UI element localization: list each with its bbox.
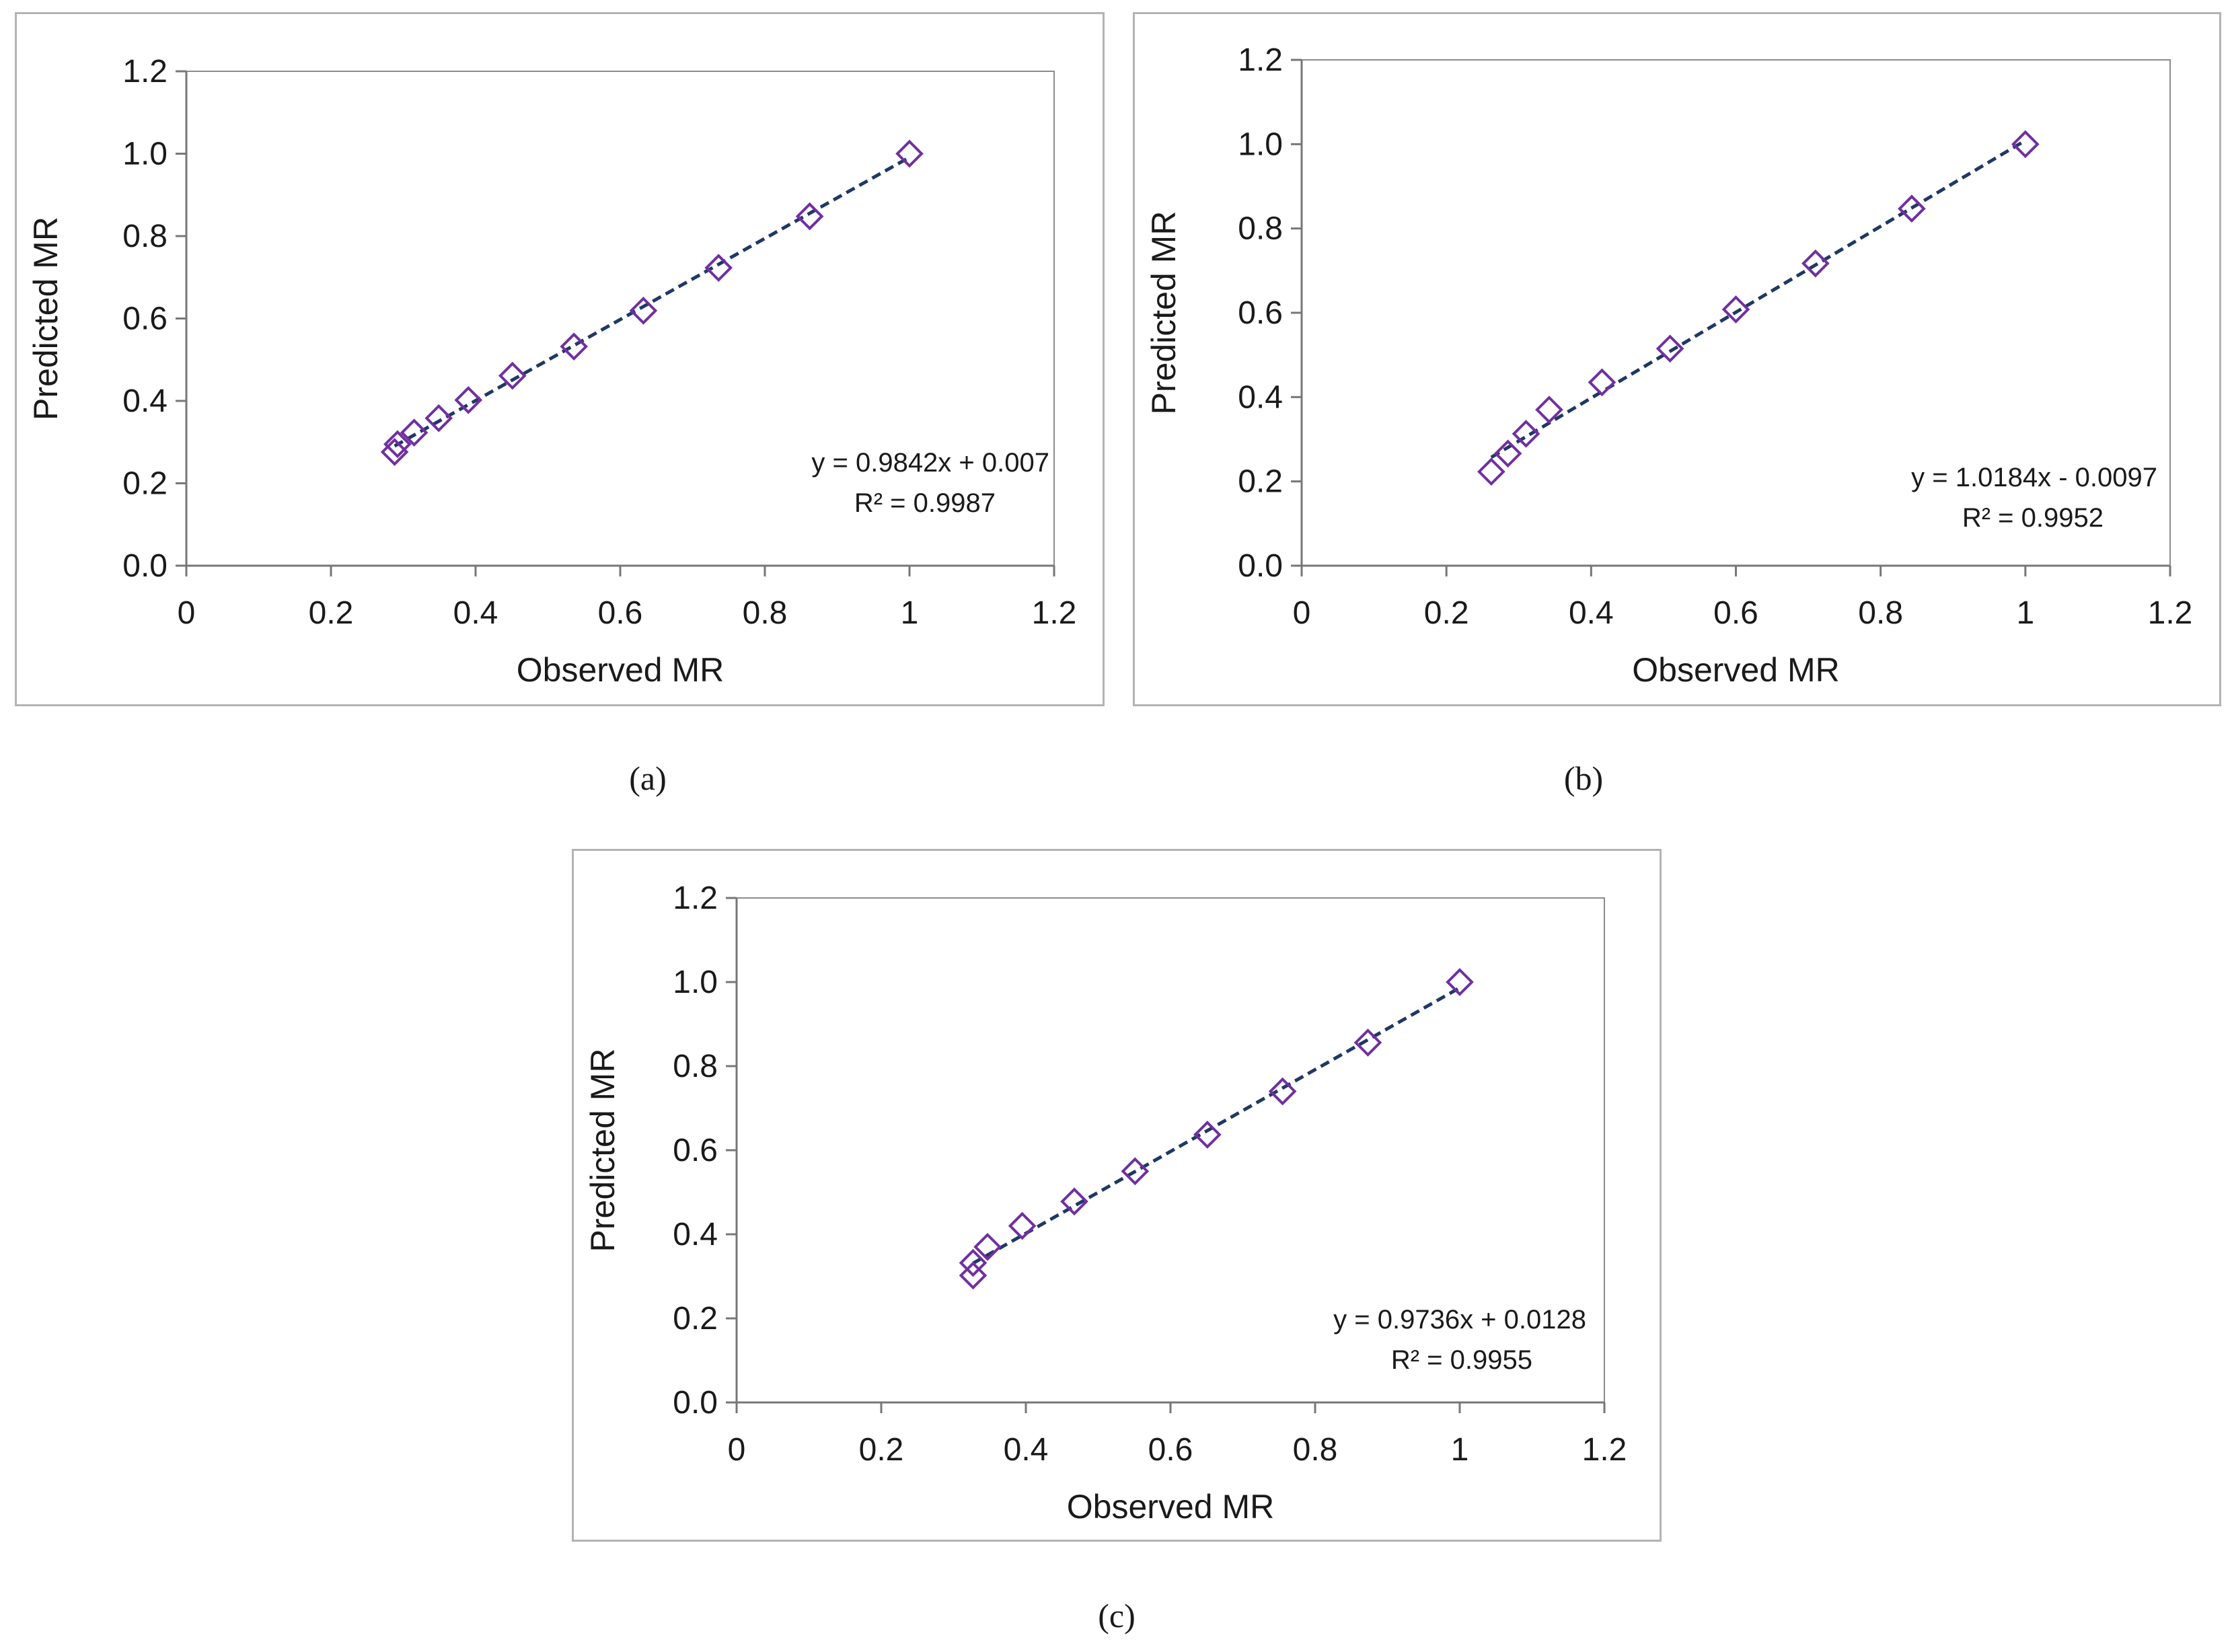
- chart-panel-c: 0.0 0.2 0.4 0.6 0.8 1.0 1.2 0 0.2 0.4 0.6 0.8 1 1.2 Ob…: [572, 849, 1662, 1542]
- data-point-a: [704, 254, 733, 282]
- x-axis-title-c: Observed MR: [1067, 1488, 1274, 1526]
- caption-c: (c): [1098, 1597, 1136, 1635]
- data-point-b: [1535, 396, 1563, 424]
- x-tick-label-a: 0: [178, 595, 196, 631]
- x-tick-label-b: 1: [2016, 595, 2034, 631]
- y-tick-label-b: 0.6: [1238, 295, 1283, 331]
- data-point-c: [959, 1261, 988, 1290]
- r-squared-b: R² = 0.9952: [1962, 503, 2104, 533]
- y-tick-label-a: 0.4: [122, 383, 168, 419]
- y-axis-title-a: Predicted MR: [27, 217, 65, 420]
- data-point-a: [424, 404, 453, 433]
- x-tick-label-c: 0.8: [1293, 1432, 1338, 1468]
- data-point-b: [1801, 249, 1830, 278]
- data-point-c: [1121, 1157, 1150, 1186]
- trendline-equation-a: y = 0.9842x + 0.007: [811, 448, 1049, 478]
- y-tick-label-b: 1.2: [1238, 42, 1283, 78]
- trendline-equation-c: y = 0.9736x + 0.0128: [1333, 1305, 1586, 1335]
- y-tick-label-c: 1.2: [673, 880, 718, 916]
- r-squared-c: R² = 0.9955: [1391, 1345, 1532, 1375]
- y-tick-label-a: 1.2: [122, 54, 168, 89]
- y-tick-label-c: 0.8: [673, 1049, 718, 1084]
- data-point-a: [498, 361, 527, 390]
- x-tick-label-b: 1.2: [2148, 595, 2193, 631]
- y-tick-label-a: 1.0: [122, 137, 168, 172]
- y-tick-label-b: 0.8: [1238, 211, 1283, 247]
- data-point-a: [560, 332, 589, 361]
- x-tick-label-c: 1.2: [1582, 1432, 1627, 1468]
- y-tick-label-b: 0.2: [1238, 464, 1283, 500]
- y-tick-label-b: 0.4: [1238, 379, 1283, 415]
- caption-a: (a): [629, 759, 667, 797]
- trendline-equation-b: y = 1.0184x - 0.0097: [1911, 463, 2157, 492]
- y-tick-label-a: 0.2: [122, 466, 168, 502]
- x-tick-label-a: 0.4: [453, 595, 498, 631]
- x-tick-label-b: 0.2: [1424, 595, 1469, 631]
- y-tick-label-a: 0.0: [122, 548, 168, 584]
- caption-b: (b): [1563, 759, 1604, 797]
- trendline-a: [394, 155, 911, 448]
- data-point-c: [1008, 1211, 1037, 1240]
- data-point-b: [1721, 295, 1750, 324]
- data-point-a: [795, 202, 824, 231]
- y-axis-title-c: Predicted MR: [584, 1049, 622, 1252]
- x-tick-label-b: 0.8: [1858, 595, 1903, 631]
- chart-c-svg: 0.0 0.2 0.4 0.6 0.8 1.0 1.2 0 0.2 0.4 0.6 0.8 1 1.2 Ob…: [584, 880, 1627, 1526]
- data-point-b: [1898, 194, 1926, 223]
- y-tick-label-c: 1.0: [673, 965, 718, 1000]
- r-squared-a: R² = 0.9987: [854, 488, 996, 518]
- chart-panel-a: 0.0 0.2 0.4 0.6 0.8 1.0 1.2 0 0.2 0.4 0.6 0.8 1 1.2 Ob…: [15, 12, 1105, 706]
- data-point-b: [1512, 420, 1540, 448]
- x-tick-label-b: 0: [1293, 595, 1311, 631]
- x-tick-label-a: 1.2: [1032, 595, 1077, 631]
- data-point-c: [973, 1232, 1002, 1261]
- x-tick-label-b: 0.6: [1713, 595, 1758, 631]
- data-point-c: [959, 1248, 988, 1277]
- data-point-a: [400, 418, 429, 447]
- data-point-a: [629, 297, 658, 325]
- y-tick-label-b: 0.0: [1238, 548, 1283, 584]
- y-axis-title-b: Predicted MR: [1145, 211, 1183, 415]
- chart-a-svg: 0.0 0.2 0.4 0.6 0.8 1.0 1.2 0 0.2 0.4 0.6 0.8 1 1.2 Ob…: [27, 54, 1077, 689]
- y-tick-label-c: 0.0: [673, 1385, 718, 1421]
- data-point-b: [1588, 368, 1616, 397]
- data-point-a: [895, 139, 924, 168]
- trendline-c: [972, 986, 1461, 1265]
- data-point-c: [1268, 1077, 1297, 1106]
- x-tick-label-c: 0: [728, 1432, 746, 1468]
- x-tick-label-a: 0.8: [743, 595, 788, 631]
- data-point-c: [1353, 1028, 1382, 1057]
- data-point-b: [2011, 130, 2040, 159]
- y-tick-label-a: 0.8: [122, 219, 168, 254]
- chart-b-svg: 0.0 0.2 0.4 0.6 0.8 1.0 1.2 0 0.2 0.4 0.6 0.8 1 1.2 Ob…: [1145, 42, 2193, 689]
- y-tick-label-b: 1.0: [1238, 126, 1283, 162]
- chart-panel-b: 0.0 0.2 0.4 0.6 0.8 1.0 1.2 0 0.2 0.4 0.6 0.8 1 1.2 Ob…: [1133, 12, 2221, 706]
- data-point-c: [1446, 968, 1474, 996]
- x-tick-label-a: 1: [901, 595, 919, 631]
- data-point-a: [380, 438, 409, 466]
- x-tick-label-a: 0.6: [598, 595, 643, 631]
- data-point-a: [454, 385, 483, 414]
- x-tick-label-b: 0.4: [1569, 595, 1614, 631]
- data-point-b: [1477, 457, 1505, 486]
- y-tick-label-c: 0.6: [673, 1133, 718, 1168]
- x-tick-label-c: 0.6: [1148, 1432, 1193, 1468]
- x-tick-label-a: 0.2: [309, 595, 354, 631]
- y-tick-label-c: 0.4: [673, 1217, 718, 1252]
- trendline-b: [1490, 139, 2027, 459]
- y-tick-label-c: 0.2: [673, 1301, 718, 1337]
- data-point-b: [1493, 439, 1522, 468]
- x-axis-title-a: Observed MR: [517, 651, 724, 689]
- data-point-c: [1193, 1121, 1222, 1149]
- data-point-a: [383, 430, 412, 459]
- x-tick-label-c: 1: [1451, 1432, 1469, 1468]
- data-point-b: [1656, 334, 1684, 363]
- x-axis-title-b: Observed MR: [1632, 651, 1839, 689]
- x-tick-label-c: 0.4: [1004, 1432, 1049, 1468]
- y-tick-label-a: 0.6: [122, 301, 168, 337]
- data-point-c: [1060, 1187, 1088, 1216]
- x-tick-label-c: 0.2: [859, 1432, 904, 1468]
